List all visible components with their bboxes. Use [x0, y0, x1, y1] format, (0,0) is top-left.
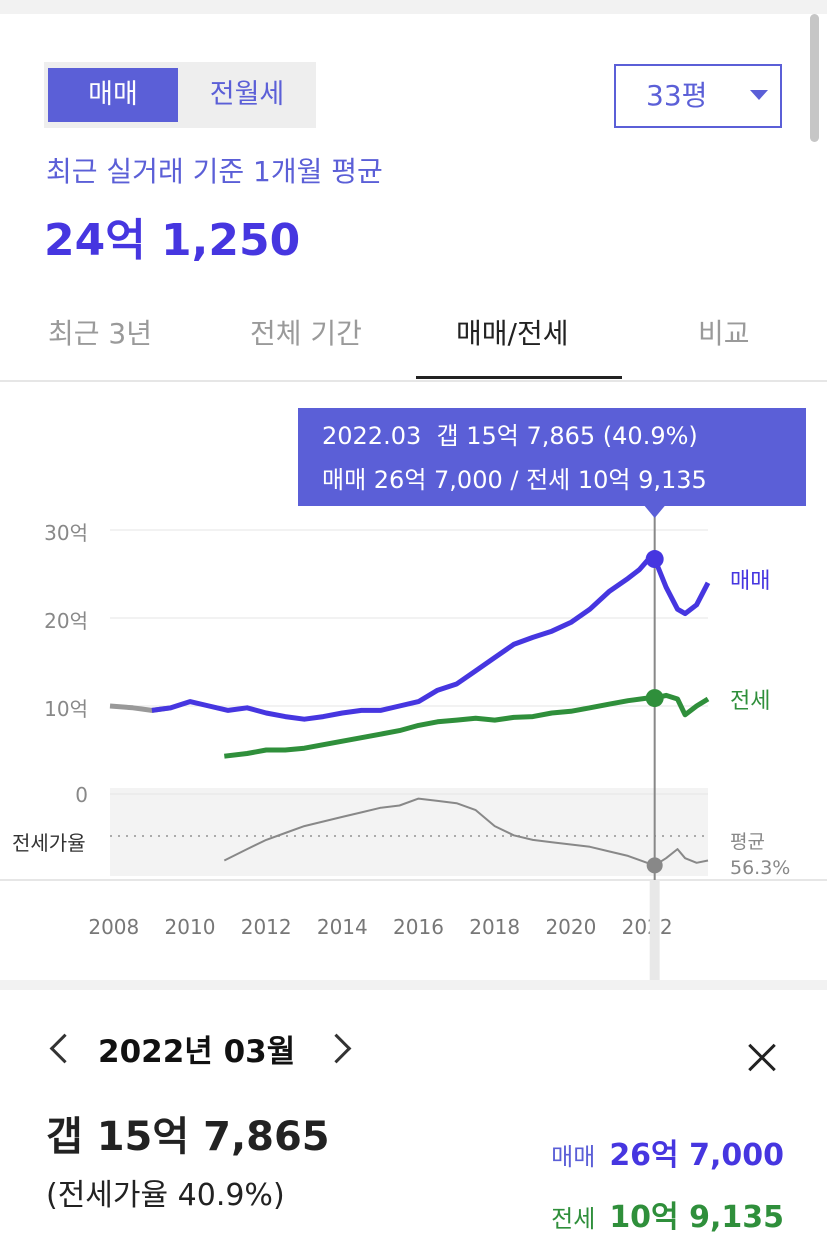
- price-chart[interactable]: 30억 20억 10억 0 전세가율 평균 56.3% 2008 2010 2012…: [0, 382, 827, 980]
- detail-gap-ratio: (전세가율 40.9%): [46, 1178, 285, 1213]
- trade-type-rent-button[interactable]: 전월세: [209, 79, 285, 110]
- summary-price: 24억 1,250: [44, 215, 301, 266]
- x-tick-label: 2016: [393, 915, 444, 939]
- chevron-left-icon[interactable]: [49, 1033, 80, 1064]
- summary-subtitle: 최근 실거래 기준 1개월 평균: [46, 155, 383, 188]
- ratio-average-label: 평균: [730, 831, 765, 853]
- jeonse-legend-label: 전세: [730, 689, 770, 714]
- detail-sale: 매매 26억 7,000: [551, 1130, 784, 1174]
- trade-type-toggle: 매매 전월세: [44, 62, 316, 128]
- x-tick-label: 2008: [88, 915, 139, 939]
- tab-sale-jeonse[interactable]: 매매/전세: [456, 317, 569, 350]
- detail-jeonse-label: 전세: [551, 1205, 596, 1233]
- detail-panel: 2022년 03월 갭 15억 7,865 (전세가율 40.9%) 매매 26억…: [0, 990, 827, 1252]
- tooltip-box: [298, 408, 806, 506]
- chevron-right-icon[interactable]: [321, 1033, 352, 1064]
- tab-all-period[interactable]: 전체 기간: [250, 317, 362, 350]
- x-tick-label: 2022: [622, 915, 673, 939]
- close-icon[interactable]: [744, 1040, 780, 1076]
- tab-compare[interactable]: 비교: [698, 317, 750, 350]
- tooltip-line2: 매매 26억 7,000 / 전세 10억 9,135: [322, 466, 707, 494]
- y-axis-ticks: 30억 20억 10억 0: [44, 521, 88, 807]
- y-tick-label: 0: [75, 783, 88, 807]
- active-tab-indicator: [416, 376, 622, 379]
- sale-legend-label: 매매: [730, 569, 770, 594]
- size-select[interactable]: 33평: [614, 64, 782, 128]
- ratio-average-value: 56.3%: [730, 857, 790, 879]
- x-tick-label: 2018: [469, 915, 520, 939]
- y-tick-label: 20억: [44, 609, 88, 633]
- x-tick-label: 2012: [241, 915, 292, 939]
- size-select-value: 33평: [646, 79, 708, 112]
- x-axis-ticks: 2008 2010 2012 2014 2016 2018 2020 2022: [88, 915, 672, 939]
- detail-jeonse: 전세 10억 9,135: [551, 1192, 784, 1236]
- scrollbar[interactable]: [810, 14, 819, 142]
- ratio-axis-label: 전세가율: [12, 831, 86, 855]
- detail-jeonse-value: 10억 9,135: [609, 1200, 784, 1235]
- detail-sale-label: 매매: [551, 1143, 596, 1171]
- highlight-stem: [649, 880, 660, 980]
- highlight-jeonse-point[interactable]: [645, 689, 664, 708]
- x-tick-label: 2010: [165, 915, 216, 939]
- price-card: 매매 전월세 33평 최근 실거래 기준 1개월 평균 24억 1,250 최근…: [0, 14, 827, 1252]
- caret-down-icon: [750, 90, 768, 100]
- tooltip-arrow: [644, 506, 665, 518]
- section-gap: [0, 980, 827, 990]
- detail-gap-value: 갭 15억 7,865: [46, 1114, 330, 1160]
- tabs-divider: [0, 380, 827, 382]
- detail-month: 2022년 03월: [98, 1034, 296, 1070]
- trade-type-sale-button[interactable]: 매매: [48, 68, 178, 122]
- y-tick-label: 30억: [44, 521, 88, 545]
- tab-recent-3y[interactable]: 최근 3년: [48, 317, 152, 350]
- highlight-ratio-point[interactable]: [646, 857, 663, 874]
- highlight-sale-point[interactable]: [645, 550, 664, 569]
- x-tick-label: 2020: [545, 915, 596, 939]
- y-tick-label: 10억: [44, 697, 88, 721]
- detail-sale-value: 26억 7,000: [609, 1138, 784, 1173]
- tooltip-line1: 2022.03 갭 15억 7,865 (40.9%): [322, 422, 698, 450]
- x-tick-label: 2014: [317, 915, 368, 939]
- tooltip: 2022.03 갭 15억 7,865 (40.9%) 매매 26억 7,000…: [298, 408, 806, 518]
